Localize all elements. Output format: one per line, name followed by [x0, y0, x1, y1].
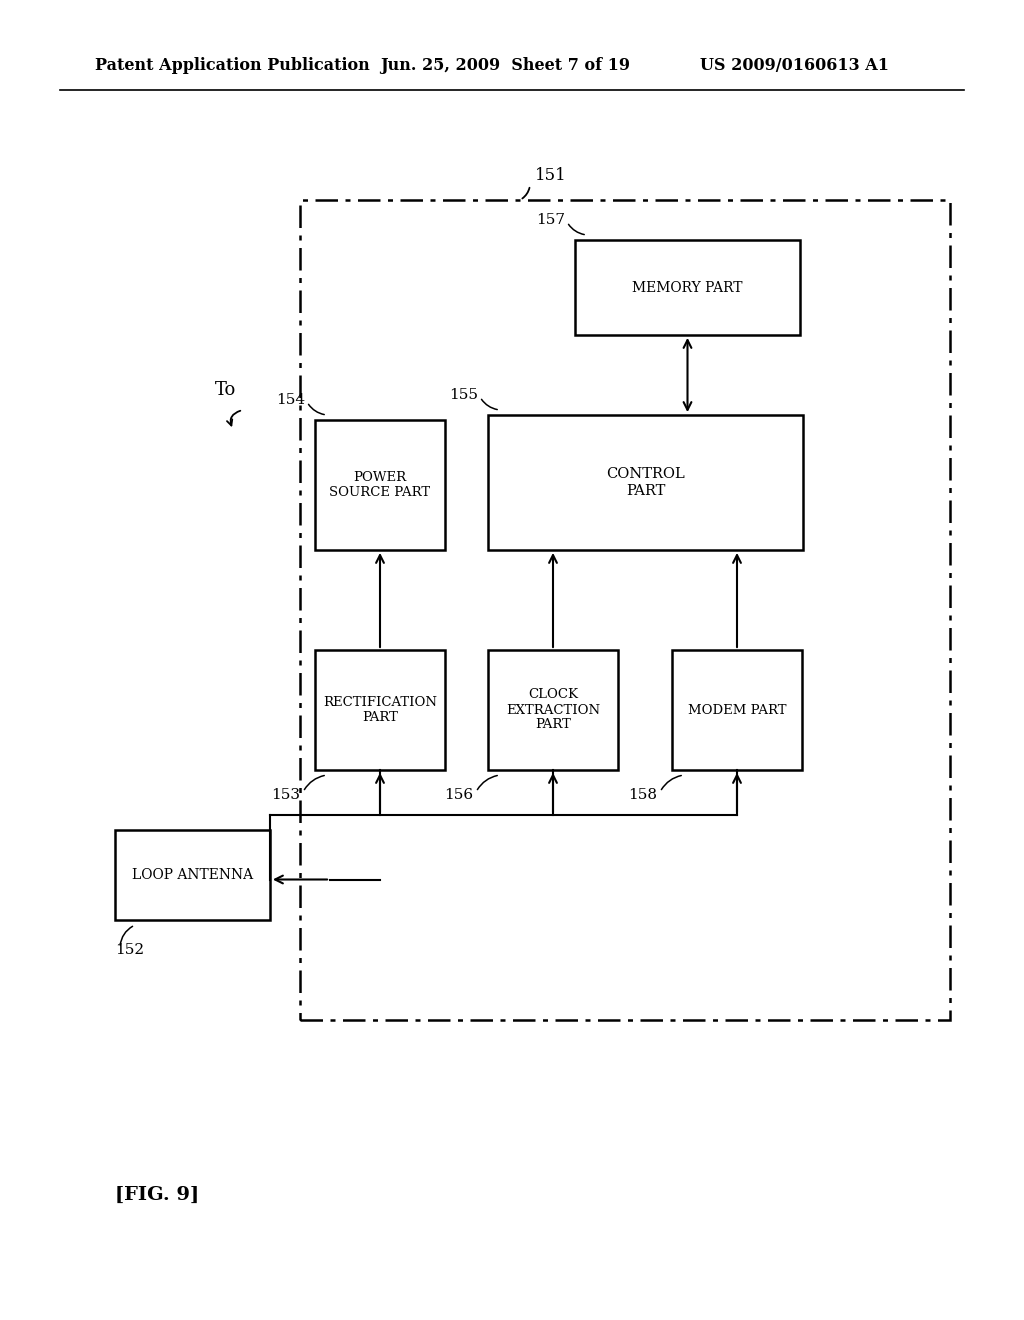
Text: 157: 157 [536, 213, 565, 227]
Text: US 2009/0160613 A1: US 2009/0160613 A1 [700, 57, 889, 74]
Bar [575, 240, 800, 335]
Text: CLOCK
EXTRACTION
PART: CLOCK EXTRACTION PART [506, 689, 600, 731]
Text: Jun. 25, 2009  Sheet 7 of 19: Jun. 25, 2009 Sheet 7 of 19 [380, 57, 630, 74]
Text: 153: 153 [271, 788, 300, 803]
Bar [488, 649, 618, 770]
Text: 152: 152 [115, 942, 144, 957]
Text: 156: 156 [443, 788, 473, 803]
Text: 154: 154 [275, 393, 305, 407]
Text: [FIG. 9]: [FIG. 9] [115, 1185, 200, 1204]
Text: MEMORY PART: MEMORY PART [632, 281, 742, 294]
Bar [488, 414, 803, 550]
Text: MODEM PART: MODEM PART [688, 704, 786, 717]
Text: 155: 155 [449, 388, 478, 403]
Text: 158: 158 [628, 788, 657, 803]
Bar [315, 649, 445, 770]
Text: Patent Application Publication: Patent Application Publication [95, 57, 370, 74]
Text: POWER
SOURCE PART: POWER SOURCE PART [330, 471, 430, 499]
Text: 151: 151 [535, 166, 566, 183]
Bar [115, 830, 270, 920]
Bar [672, 649, 802, 770]
Text: To: To [215, 381, 237, 399]
Text: LOOP ANTENNA: LOOP ANTENNA [132, 869, 253, 882]
Bar [315, 420, 445, 550]
Bar [300, 201, 950, 1020]
Text: RECTIFICATION
PART: RECTIFICATION PART [323, 696, 437, 723]
Text: CONTROL
PART: CONTROL PART [606, 467, 685, 498]
